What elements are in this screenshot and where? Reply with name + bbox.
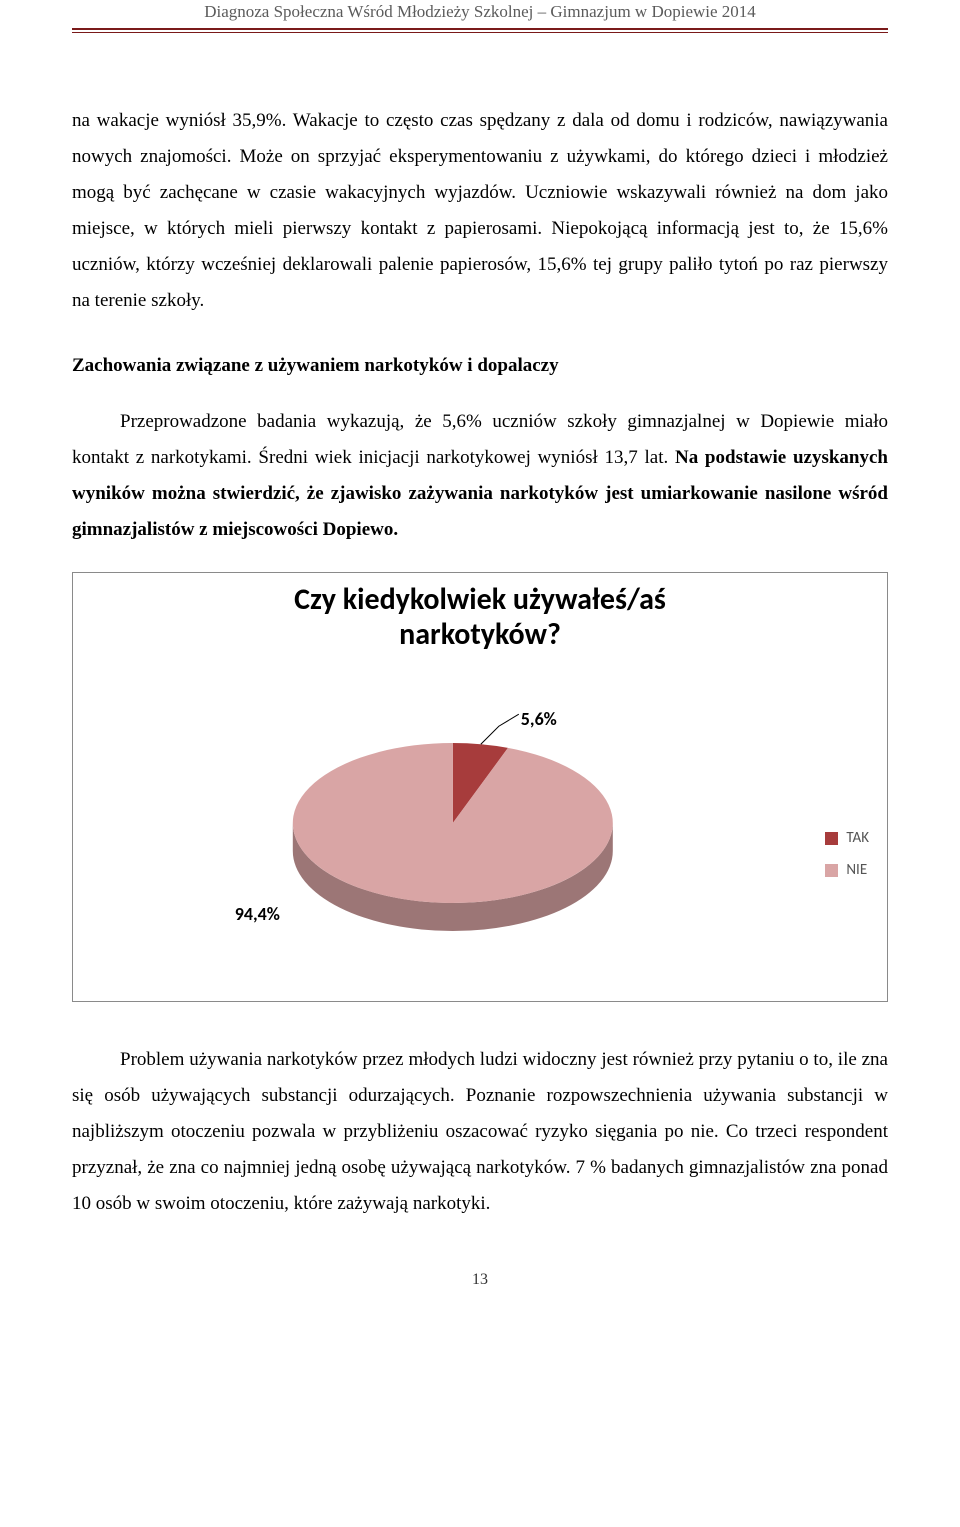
para-1: na wakacje wyniósł 35,9%. Wakacje to czę… [72, 103, 888, 320]
pie-label-tak: 5,6% [521, 702, 557, 736]
header-rule [72, 32, 888, 33]
page-header: Diagnoza Społeczna Wśród Młodzieży Szkol… [72, 0, 888, 30]
legend-swatch-tak [825, 832, 838, 845]
chart-title: Czy kiedykolwiek używałeś/aś narkotyków? [87, 583, 873, 652]
pie-chart: Czy kiedykolwiek używałeś/aś narkotyków?… [72, 572, 888, 1002]
body: na wakacje wyniósł 35,9%. Wakacje to czę… [72, 103, 888, 1223]
legend-swatch-nie [825, 864, 838, 877]
header-title: Diagnoza Społeczna Wśród Młodzieży Szkol… [204, 2, 756, 21]
chart-legend: TAK NIE [825, 821, 869, 887]
chart-title-line1: Czy kiedykolwiek używałeś/aś [294, 581, 666, 618]
para-2: Przeprowadzone badania wykazują, że 5,6%… [72, 404, 888, 548]
pie-svg [283, 693, 623, 953]
section-heading: Zachowania związane z używaniem narkotyk… [72, 348, 888, 384]
legend-row-nie: NIE [825, 856, 869, 885]
chart-title-line2: narkotyków? [399, 616, 561, 653]
para-3: Problem używania narkotyków przez młodyc… [72, 1042, 888, 1222]
legend-label-nie: NIE [846, 856, 867, 885]
page-number: 13 [72, 1271, 888, 1289]
pie-wrap: 5,6% 94,4% [283, 693, 623, 953]
pie-label-nie: 94,4% [235, 897, 280, 931]
legend-row-tak: TAK [825, 824, 869, 853]
legend-label-tak: TAK [846, 824, 869, 853]
